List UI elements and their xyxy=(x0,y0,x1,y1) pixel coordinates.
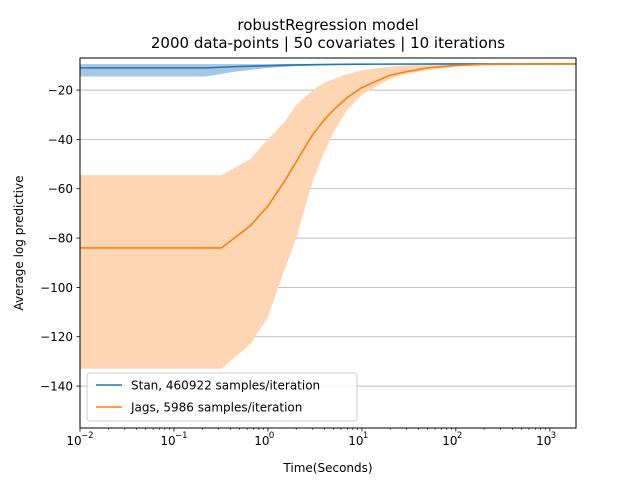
x-tick-exponent-0: −2 xyxy=(81,431,94,441)
y-axis-ticks: −20 −40 −60 −80 −100 −120 −140 xyxy=(40,84,80,394)
x-tick-exponent-4: 2 xyxy=(457,431,462,441)
y-tick-label-3: −80 xyxy=(48,232,73,246)
series-lines xyxy=(80,63,576,249)
plot-frame xyxy=(79,57,577,429)
x-tick-label-3: 10 xyxy=(348,434,363,448)
band-series-0 xyxy=(80,63,576,77)
x-tick-label-0: 10 xyxy=(66,434,81,448)
y-tick-label-4: −100 xyxy=(40,281,73,295)
y-tick-label-0: −20 xyxy=(48,84,73,98)
legend: Stan, 460922 samples/iteration Jags, 598… xyxy=(86,372,358,422)
x-tick-exponent-2: 0 xyxy=(269,431,274,441)
chart-subtitle: 2000 data-points | 50 covariates | 10 it… xyxy=(151,34,505,52)
x-tick-exponent-3: 1 xyxy=(363,431,368,441)
x-tick-label-2: 10 xyxy=(254,434,269,448)
confidence-bands xyxy=(80,63,576,369)
x-axis-ticks: 10 −2 10 −1 10 0 10 1 10 2 10 3 xyxy=(66,428,556,448)
y-tick-label-5: −120 xyxy=(40,330,73,344)
legend-label-stan: Stan, 460922 samples/iteration xyxy=(131,379,320,393)
y-tick-label-1: −40 xyxy=(48,133,73,147)
x-tick-label-4: 10 xyxy=(442,434,457,448)
x-axis-label: Time(Seconds) xyxy=(282,461,372,475)
x-tick-label-5: 10 xyxy=(536,434,551,448)
y-tick-label-2: −60 xyxy=(48,182,73,196)
chart-title: robustRegression model xyxy=(237,16,418,34)
x-tick-label-1: 10 xyxy=(160,434,175,448)
band-series-1 xyxy=(80,63,576,369)
x-tick-exponent-1: −1 xyxy=(175,431,188,441)
y-axis-label: Average log predictive xyxy=(12,176,26,311)
x-tick-exponent-5: 3 xyxy=(551,431,556,441)
line-series-1 xyxy=(80,63,576,249)
legend-label-jags: Jags, 5986 samples/iteration xyxy=(130,401,302,415)
line-series-0 xyxy=(80,63,576,69)
y-tick-label-6: −140 xyxy=(40,380,73,394)
legend-box xyxy=(86,372,358,422)
